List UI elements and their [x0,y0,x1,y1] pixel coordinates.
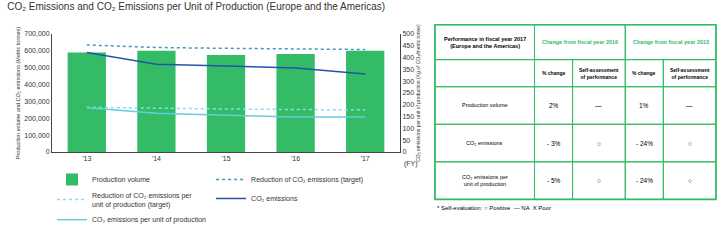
svg-text:—: — [595,102,602,109]
svg-text:○: ○ [688,140,692,147]
svg-text:0: 0 [46,148,50,155]
svg-text:Reduction of CO₂ emissions per: Reduction of CO₂ emissions perunit of pr… [92,192,192,209]
svg-text:○: ○ [597,177,601,184]
svg-text:Production volume: Production volume [92,176,150,183]
svg-text:CO₂ emissions per unit of prod: CO₂ emissions per unit of production [92,216,206,224]
svg-text:100,000: 100,000 [24,132,49,139]
svg-text:—: — [686,102,693,109]
svg-text:500: 500 [402,30,414,37]
svg-text:- 24%: - 24% [636,140,653,147]
svg-text:450: 450 [402,42,414,49]
svg-text:50: 50 [402,137,410,144]
svg-text:Self-assessmentof performance: Self-assessmentof performance [670,67,710,80]
svg-text:'13: '13 [82,155,91,162]
svg-text:150: 150 [402,113,414,120]
svg-text:300,000: 300,000 [24,98,49,105]
svg-text:250: 250 [402,89,414,96]
svg-text:600,000: 600,000 [24,47,49,54]
svg-text:CO₂ emissions: CO₂ emissions [466,140,503,146]
svg-text:* Self-evaluation: ○ Positive: * Self-evaluation: ○ Positive — NA X Poo… [437,205,551,211]
svg-text:- 3%: - 3% [547,140,561,147]
svg-text:CO₂ emissions per unit of prod: CO₂ emissions per unit of production (Kg… [415,24,421,162]
svg-text:CO₂ emissions: CO₂ emissions [251,195,298,202]
svg-text:200,000: 200,000 [24,115,49,122]
svg-text:% change: % change [632,70,656,76]
svg-text:Reduction of CO₂ emissions (ta: Reduction of CO₂ emissions (target) [251,176,363,184]
svg-text:'15: '15 [221,155,230,162]
svg-text:CO₂ emissions perunit of produ: CO₂ emissions perunit of production [462,174,508,187]
svg-text:CO₂ Emissions and CO₂ Emission: CO₂ Emissions and CO₂ Emissions per Unit… [7,1,385,12]
svg-text:200: 200 [402,101,414,108]
svg-text:2%: 2% [549,102,559,109]
svg-text:Production volume and CO₂ emis: Production volume and CO₂ emissions (Met… [15,27,21,160]
svg-text:○: ○ [688,177,692,184]
svg-text:400,000: 400,000 [24,81,49,88]
svg-text:100: 100 [402,125,414,132]
svg-text:350: 350 [402,66,414,73]
svg-text:'14: '14 [152,155,161,162]
svg-text:% change: % change [542,70,566,76]
svg-text:Performance in fiscal year 201: Performance in fiscal year 2017(Europe a… [444,36,526,49]
svg-text:500,000: 500,000 [24,64,49,71]
svg-text:400: 400 [402,54,414,61]
svg-text:- 5%: - 5% [547,177,561,184]
svg-text:Self-assessmentof performance: Self-assessmentof performance [579,67,619,80]
svg-text:○: ○ [597,140,601,147]
svg-text:(FY): (FY) [404,160,418,168]
svg-text:Change from fiscal year 2013: Change from fiscal year 2013 [633,39,709,45]
svg-text:Change from fiscal year 2016: Change from fiscal year 2016 [542,39,618,45]
svg-text:0: 0 [402,148,406,155]
svg-text:300: 300 [402,78,414,85]
svg-text:- 24%: - 24% [636,177,653,184]
svg-text:Production volume: Production volume [462,102,508,108]
svg-text:'16: '16 [291,155,300,162]
svg-text:700,000: 700,000 [24,30,49,37]
svg-text:1%: 1% [639,102,649,109]
svg-text:'17: '17 [361,155,370,162]
